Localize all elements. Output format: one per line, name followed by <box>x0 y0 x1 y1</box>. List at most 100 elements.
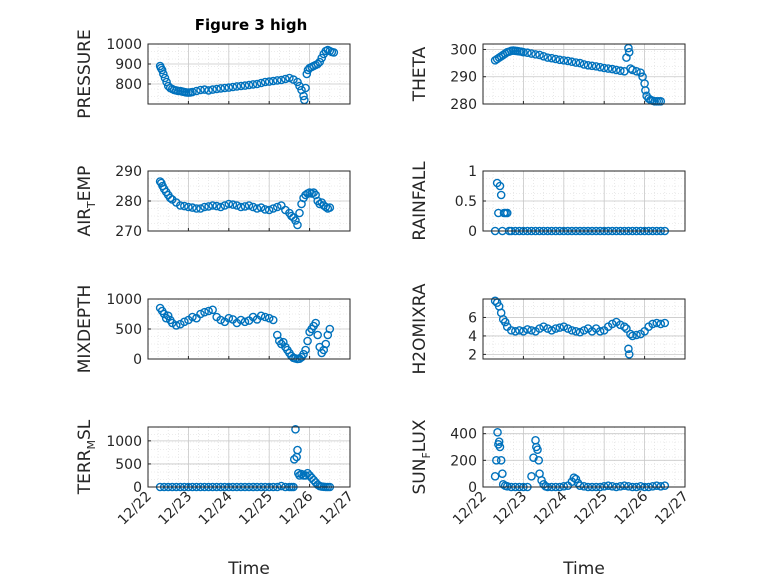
data-point <box>632 66 641 76</box>
data-point <box>325 324 335 334</box>
data-point <box>240 81 250 90</box>
data-point <box>511 327 520 336</box>
data-point <box>196 204 205 213</box>
data-point <box>527 49 536 58</box>
ytick-label: 4 <box>468 329 477 345</box>
data-point <box>533 445 542 454</box>
data-point <box>256 203 266 212</box>
data-point <box>523 325 532 334</box>
data-point <box>180 317 189 327</box>
data-point <box>268 315 278 325</box>
axes-frame <box>482 426 686 488</box>
xtick-label: 12/27 <box>317 489 357 529</box>
data-point <box>315 57 325 67</box>
ytick-label: 280 <box>115 194 142 210</box>
data-point <box>256 311 266 321</box>
data-point <box>506 326 516 335</box>
data-point <box>220 201 230 210</box>
data-point <box>498 469 507 478</box>
data-point <box>176 201 185 210</box>
data-point <box>543 324 552 333</box>
data-point <box>628 331 637 341</box>
data-point <box>575 481 585 490</box>
data-point <box>551 54 561 64</box>
ytick-label: 2 <box>468 347 477 363</box>
data-point <box>527 472 536 481</box>
xtick-label: 12/25 <box>236 489 276 529</box>
data-point <box>656 96 666 106</box>
data-point <box>624 47 634 57</box>
data-point <box>224 313 234 323</box>
axes-frame <box>147 170 351 232</box>
data-point <box>228 200 238 209</box>
data-point <box>268 76 278 86</box>
xtick-label: 12/24 <box>196 488 236 528</box>
subplot-5: 0 500 1000 MIXDEPTH <box>75 285 351 374</box>
ylabel: THETA <box>410 46 430 102</box>
data-point <box>656 482 666 491</box>
data-point <box>291 425 300 434</box>
data-point <box>495 442 505 452</box>
data-point <box>162 77 171 87</box>
data-point <box>567 326 577 335</box>
xtick-label: 12/26 <box>277 488 317 528</box>
ytick-label: 290 <box>450 70 477 86</box>
figure-title: Figure 3 high <box>195 16 308 34</box>
data-point <box>500 317 510 327</box>
data-point <box>204 202 213 211</box>
data-point <box>555 55 565 65</box>
data-point <box>277 481 286 491</box>
data-point <box>547 53 556 63</box>
data-point <box>212 201 221 211</box>
data-point <box>285 73 294 83</box>
data-point <box>527 326 536 335</box>
data-point <box>575 58 585 68</box>
data-point <box>599 482 609 491</box>
data-point <box>626 329 635 339</box>
data-point <box>591 62 601 71</box>
data-point <box>329 48 339 57</box>
ytick-label: 500 <box>115 457 142 473</box>
data-point <box>228 82 238 92</box>
data-point <box>236 202 246 212</box>
data-point <box>248 80 258 89</box>
ylabel: SUNFLUX <box>410 419 433 494</box>
ytick-label: 400 <box>450 427 477 443</box>
subplot-1: 800 900 1000 PRESSURE <box>75 29 351 119</box>
data-point <box>220 83 230 93</box>
data-point <box>603 481 613 490</box>
data-point <box>240 202 250 211</box>
data-point <box>293 445 302 455</box>
data-point <box>620 322 629 331</box>
ytick-label: 200 <box>450 453 477 469</box>
ytick-label: 300 <box>450 42 477 58</box>
data-point <box>622 324 631 333</box>
data-point <box>313 59 322 69</box>
xtick-label: 12/25 <box>571 489 611 529</box>
ylabel: MIXDEPTH <box>75 285 95 374</box>
data-point <box>289 455 299 464</box>
data-point <box>268 204 278 213</box>
xtick-label: 12/23 <box>155 489 195 529</box>
data-point <box>264 77 274 86</box>
data-point <box>495 181 505 191</box>
data-point <box>559 482 569 491</box>
data-point <box>184 202 193 212</box>
data-point <box>498 480 508 489</box>
xtick-label: 12/27 <box>652 489 692 529</box>
data-point <box>163 311 173 321</box>
data-point <box>555 323 565 332</box>
ytick-label: 1000 <box>106 37 142 53</box>
ylabel: TERRMSL <box>75 419 98 495</box>
data-point <box>595 62 605 72</box>
data-point <box>547 326 556 335</box>
data-point <box>244 80 254 90</box>
data-point <box>607 64 617 74</box>
ylabel: AIRTEMP <box>75 166 98 237</box>
ytick-label: 290 <box>115 164 142 180</box>
xlabel: Time <box>227 559 270 579</box>
data-point <box>490 296 500 306</box>
ytick-label: 6 <box>468 310 477 326</box>
